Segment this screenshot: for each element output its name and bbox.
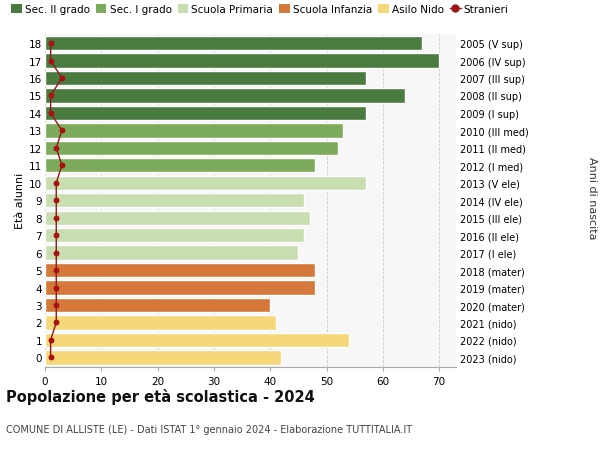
Point: [46, 336, 55, 344]
Point: [46, 58, 55, 65]
Point: [57, 162, 67, 170]
Bar: [45, 333, 349, 347]
Point: [52, 267, 61, 274]
Bar: [45, 351, 281, 365]
Point: [52, 284, 61, 291]
Bar: [45, 159, 315, 173]
Point: [52, 232, 61, 239]
Bar: [45, 316, 276, 330]
Point: [46, 354, 55, 361]
Text: Anni di nascita: Anni di nascita: [587, 156, 597, 239]
Bar: [45, 211, 310, 225]
Bar: [45, 298, 270, 313]
Point: [46, 40, 55, 48]
Point: [52, 302, 61, 309]
Bar: [45, 89, 406, 103]
Legend: Sec. II grado, Sec. I grado, Scuola Primaria, Scuola Infanzia, Asilo Nido, Stran: Sec. II grado, Sec. I grado, Scuola Prim…: [11, 5, 509, 15]
Text: Popolazione per età scolastica - 2024: Popolazione per età scolastica - 2024: [6, 388, 315, 404]
Bar: [45, 124, 343, 138]
Bar: [45, 229, 304, 243]
Point: [46, 93, 55, 100]
Bar: [45, 37, 422, 51]
Point: [52, 180, 61, 187]
Bar: [45, 106, 366, 121]
Y-axis label: Età alunni: Età alunni: [15, 173, 25, 229]
Point: [52, 197, 61, 205]
Point: [57, 128, 67, 135]
Point: [57, 75, 67, 83]
Point: [52, 249, 61, 257]
Bar: [45, 263, 315, 278]
Bar: [45, 176, 366, 190]
Text: COMUNE DI ALLISTE (LE) - Dati ISTAT 1° gennaio 2024 - Elaborazione TUTTITALIA.IT: COMUNE DI ALLISTE (LE) - Dati ISTAT 1° g…: [6, 425, 412, 435]
Bar: [45, 246, 298, 260]
Point: [46, 110, 55, 118]
Bar: [45, 281, 315, 295]
Point: [52, 319, 61, 326]
Bar: [45, 194, 304, 208]
Point: [52, 145, 61, 152]
Bar: [45, 141, 338, 156]
Point: [52, 214, 61, 222]
Bar: [45, 72, 366, 86]
Bar: [45, 54, 439, 68]
